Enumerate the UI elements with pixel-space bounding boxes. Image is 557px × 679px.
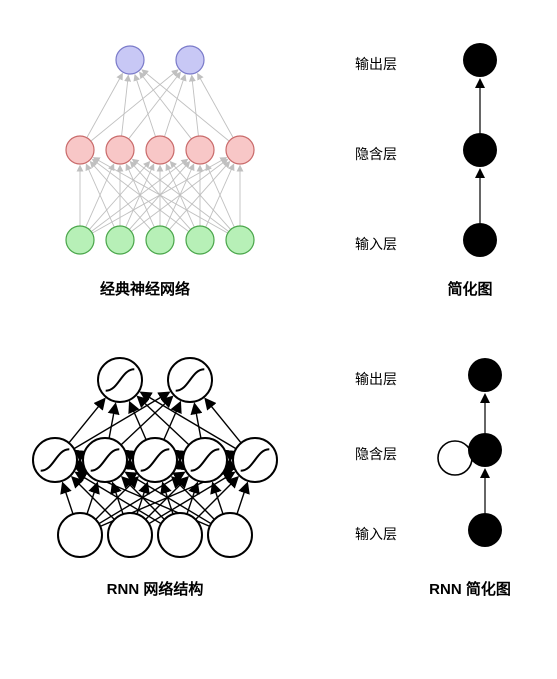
nn-node-output bbox=[176, 46, 204, 74]
rnn-simple-caption: RNN 简化图 bbox=[370, 578, 557, 599]
classic-nn-caption: 经典神经网络 bbox=[45, 278, 245, 299]
nn-node-input bbox=[146, 226, 174, 254]
nn-node-hidden bbox=[66, 136, 94, 164]
rnn-layer-label: 输出层 bbox=[355, 369, 397, 389]
rnn-node bbox=[108, 513, 152, 557]
layer-label: 输出层 bbox=[355, 54, 397, 74]
rnn-full-diagram bbox=[25, 335, 305, 570]
layer-label: 输入层 bbox=[355, 234, 397, 254]
rnn-simple-diagram bbox=[420, 335, 530, 570]
rnn-simple-node bbox=[468, 513, 502, 547]
nn-node-output bbox=[116, 46, 144, 74]
layer-label: 隐含层 bbox=[355, 144, 397, 164]
rnn-layer-label: 输入层 bbox=[355, 524, 397, 544]
rnn-simple-node bbox=[468, 433, 502, 467]
nn-node-input bbox=[66, 226, 94, 254]
simple-node bbox=[463, 43, 497, 77]
rnn-simple-node bbox=[468, 358, 502, 392]
nn-node-input bbox=[106, 226, 134, 254]
classic-simple-caption: 简化图 bbox=[370, 278, 557, 299]
simple-node bbox=[463, 223, 497, 257]
nn-node-hidden bbox=[106, 136, 134, 164]
nn-node-input bbox=[186, 226, 214, 254]
rnn-node bbox=[208, 513, 252, 557]
diagram-container: 经典神经网络输出层隐含层输入层简化图RNN 网络结构输出层隐含层输入层RNN 简… bbox=[0, 0, 557, 679]
nn-node-hidden bbox=[146, 136, 174, 164]
nn-node-input bbox=[226, 226, 254, 254]
nn-node-hidden bbox=[186, 136, 214, 164]
simple-node bbox=[463, 133, 497, 167]
rnn-layer-label: 隐含层 bbox=[355, 444, 397, 464]
classic-simple-diagram bbox=[440, 20, 520, 270]
rnn-node bbox=[158, 513, 202, 557]
nn-node-hidden bbox=[226, 136, 254, 164]
classic-nn-diagram bbox=[50, 20, 270, 270]
rnn-full-caption: RNN 网络结构 bbox=[55, 578, 255, 599]
rnn-node bbox=[58, 513, 102, 557]
